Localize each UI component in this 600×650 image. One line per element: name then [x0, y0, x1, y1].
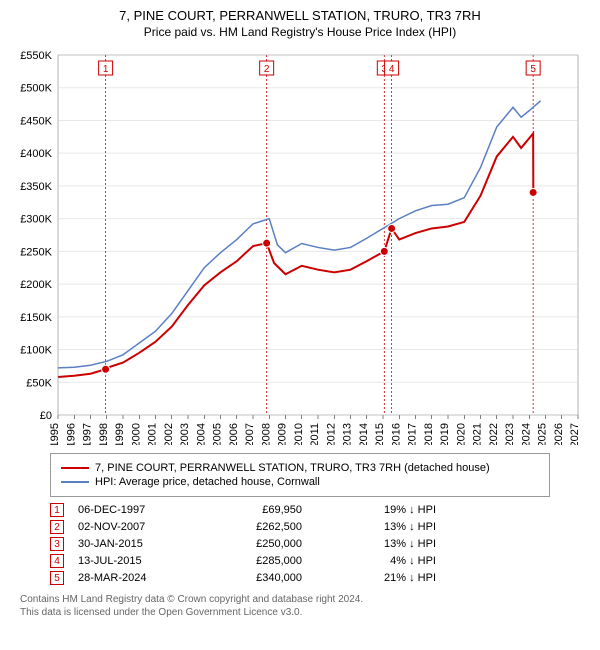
legend-swatch-1 — [61, 467, 89, 469]
footer-line-2: This data is licensed under the Open Gov… — [20, 606, 584, 619]
sale-date: 02-NOV-2007 — [78, 521, 188, 533]
chart-container: 7, PINE COURT, PERRANWELL STATION, TRURO… — [0, 0, 600, 650]
svg-text:2026: 2026 — [553, 423, 565, 445]
svg-text:2027: 2027 — [569, 423, 581, 445]
svg-text:2017: 2017 — [407, 423, 419, 445]
svg-text:2019: 2019 — [439, 423, 451, 445]
sale-price: £69,950 — [202, 504, 302, 516]
sale-pct-vs-hpi: 13% ↓ HPI — [316, 521, 436, 533]
chart-subtitle: Price paid vs. HM Land Registry's House … — [10, 25, 590, 39]
svg-text:£0: £0 — [40, 410, 52, 422]
sale-price: £340,000 — [202, 572, 302, 584]
svg-text:2024: 2024 — [520, 423, 532, 445]
sale-marker-1: 1 — [50, 503, 64, 517]
svg-text:2014: 2014 — [358, 423, 370, 445]
sale-price: £285,000 — [202, 555, 302, 567]
svg-text:£250K: £250K — [20, 246, 52, 258]
svg-text:1999: 1999 — [114, 423, 126, 445]
svg-text:2008: 2008 — [260, 423, 272, 445]
sale-pct-vs-hpi: 19% ↓ HPI — [316, 504, 436, 516]
sale-marker-3: 3 — [50, 537, 64, 551]
svg-text:1998: 1998 — [98, 423, 110, 445]
sale-pct-vs-hpi: 4% ↓ HPI — [316, 555, 436, 567]
svg-text:2013: 2013 — [342, 423, 354, 445]
svg-text:2010: 2010 — [293, 423, 305, 445]
chart-title: 7, PINE COURT, PERRANWELL STATION, TRURO… — [10, 8, 590, 23]
svg-text:4: 4 — [389, 64, 395, 75]
svg-text:2000: 2000 — [130, 423, 142, 445]
svg-text:5: 5 — [530, 64, 536, 75]
sale-price: £250,000 — [202, 538, 302, 550]
svg-text:2001: 2001 — [147, 423, 159, 445]
table-row: 2 02-NOV-2007 £262,500 13% ↓ HPI — [50, 520, 584, 534]
svg-text:1997: 1997 — [82, 423, 94, 445]
chart-svg: £0 £50K £100K £150K £200K £250K £300K £350K £400… — [10, 45, 590, 445]
svg-text:2: 2 — [264, 64, 270, 75]
svg-text:£500K: £500K — [20, 83, 52, 95]
svg-text:£300K: £300K — [20, 214, 52, 226]
svg-text:2005: 2005 — [212, 423, 224, 445]
sales-table: 1 06-DEC-1997 £69,950 19% ↓ HPI 2 02-NOV-2007… — [50, 503, 584, 585]
svg-text:2015: 2015 — [374, 423, 386, 445]
svg-text:2002: 2002 — [163, 423, 175, 445]
svg-text:2009: 2009 — [277, 423, 289, 445]
legend: 7, PINE COURT, PERRANWELL STATION, TRURO… — [50, 453, 550, 497]
sale-marker-4: 4 — [50, 554, 64, 568]
chart-plot: £0 £50K £100K £150K £200K £250K £300K £350K £400… — [10, 45, 590, 445]
sale-marker-2: 2 — [50, 520, 64, 534]
legend-label-2: HPI: Average price, detached house, Corn… — [95, 476, 320, 488]
svg-text:2011: 2011 — [309, 423, 321, 445]
svg-text:1: 1 — [103, 64, 109, 75]
sale-pct-vs-hpi: 13% ↓ HPI — [316, 538, 436, 550]
svg-text:2020: 2020 — [455, 423, 467, 445]
sale-date: 28-MAR-2024 — [78, 572, 188, 584]
sale-marker-5: 5 — [50, 571, 64, 585]
svg-text:2016: 2016 — [390, 423, 402, 445]
svg-text:2006: 2006 — [228, 423, 240, 445]
svg-text:£150K: £150K — [20, 312, 52, 324]
svg-text:2007: 2007 — [244, 423, 256, 445]
svg-text:2012: 2012 — [325, 423, 337, 445]
table-row: 5 28-MAR-2024 £340,000 21% ↓ HPI — [50, 571, 584, 585]
svg-text:2018: 2018 — [423, 423, 435, 445]
legend-row-series2: HPI: Average price, detached house, Corn… — [61, 476, 539, 488]
sale-date: 30-JAN-2015 — [78, 538, 188, 550]
svg-text:2003: 2003 — [179, 423, 191, 445]
footer-line-1: Contains HM Land Registry data © Crown c… — [20, 593, 584, 606]
svg-text:2023: 2023 — [504, 423, 516, 445]
legend-label-1: 7, PINE COURT, PERRANWELL STATION, TRURO… — [95, 462, 490, 474]
svg-text:£100K: £100K — [20, 345, 52, 357]
svg-text:£200K: £200K — [20, 279, 52, 291]
svg-text:2025: 2025 — [537, 423, 549, 445]
svg-text:1995: 1995 — [49, 423, 61, 445]
svg-text:£350K: £350K — [20, 181, 52, 193]
legend-row-series1: 7, PINE COURT, PERRANWELL STATION, TRURO… — [61, 462, 539, 474]
table-row: 4 13-JUL-2015 £285,000 4% ↓ HPI — [50, 554, 584, 568]
svg-text:1996: 1996 — [65, 423, 77, 445]
svg-text:£50K: £50K — [26, 377, 52, 389]
svg-text:2021: 2021 — [472, 423, 484, 445]
svg-text:2022: 2022 — [488, 423, 500, 445]
sale-pct-vs-hpi: 21% ↓ HPI — [316, 572, 436, 584]
sale-date: 06-DEC-1997 — [78, 504, 188, 516]
svg-text:£400K: £400K — [20, 148, 52, 160]
table-row: 1 06-DEC-1997 £69,950 19% ↓ HPI — [50, 503, 584, 517]
footer: Contains HM Land Registry data © Crown c… — [20, 593, 584, 619]
sale-price: £262,500 — [202, 521, 302, 533]
legend-swatch-2 — [61, 481, 89, 483]
sale-date: 13-JUL-2015 — [78, 555, 188, 567]
svg-text:£450K: £450K — [20, 115, 52, 127]
svg-text:2004: 2004 — [195, 423, 207, 445]
table-row: 3 30-JAN-2015 £250,000 13% ↓ HPI — [50, 537, 584, 551]
svg-text:£550K: £550K — [20, 50, 52, 62]
